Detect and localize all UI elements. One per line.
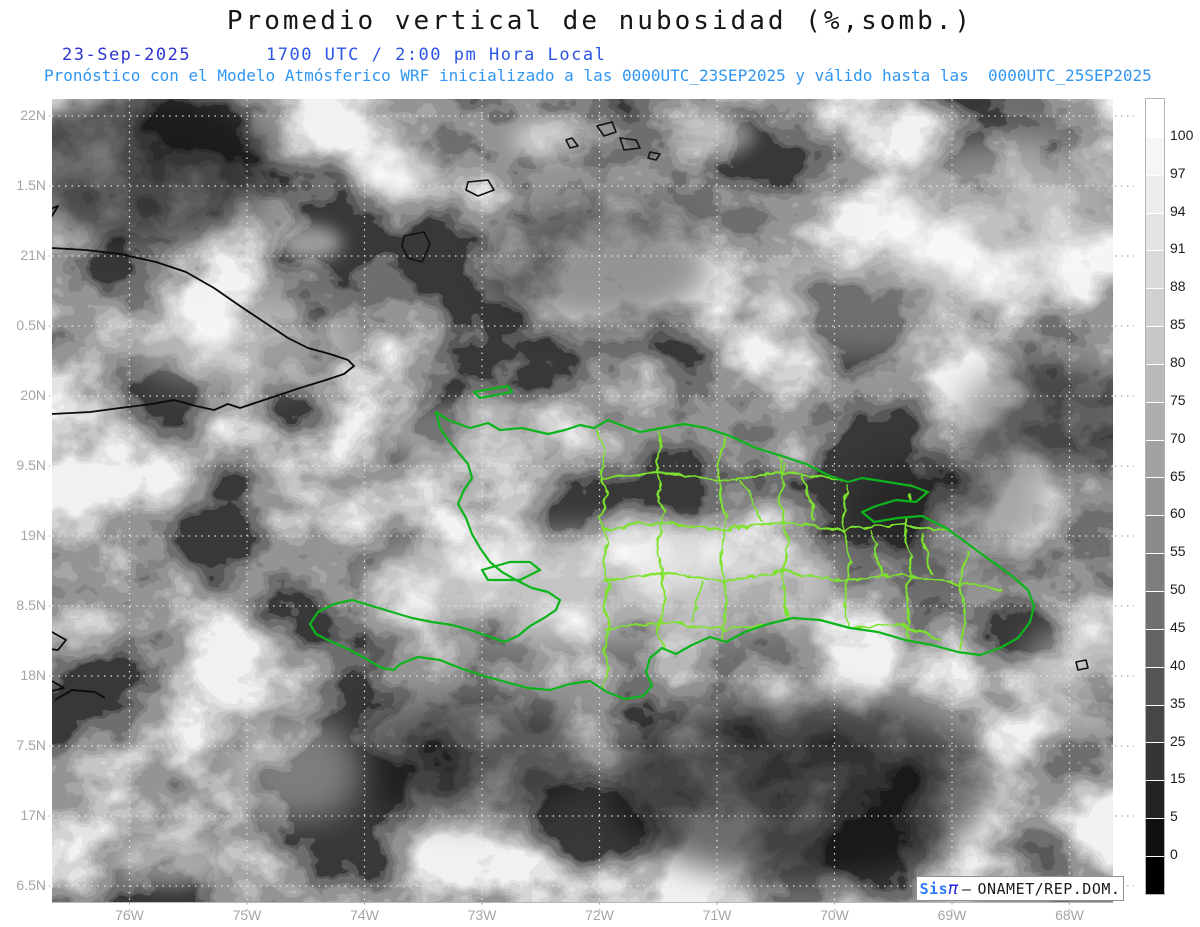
colorbar-segment — [1146, 212, 1164, 251]
lon-tick-label: 73W — [467, 907, 497, 923]
lat-tick-label: 17N — [20, 807, 46, 823]
colorbar-tick-label: 85 — [1170, 316, 1186, 333]
axis-ticks — [37, 115, 1134, 911]
colorbar-tick-label: 70 — [1170, 429, 1186, 446]
colorbar-segment — [1146, 174, 1164, 213]
colorbar-tick-label: 0 — [1170, 846, 1178, 863]
lon-tick-label: 71W — [702, 907, 732, 923]
pi-icon: π — [948, 878, 959, 899]
colorbar-segment — [1146, 780, 1164, 819]
gonave-island-outline — [480, 560, 542, 582]
colorbar-segment — [1146, 855, 1164, 894]
colorbar-tick-label: 40 — [1170, 656, 1186, 673]
colorbar-tick-label: 35 — [1170, 694, 1186, 711]
colorbar-segment — [1146, 401, 1164, 440]
page-title: Promedio vertical de nubosidad (%,somb.) — [226, 6, 974, 36]
colorbar-segment — [1146, 704, 1164, 743]
colorbar-segment — [1146, 590, 1164, 629]
forecast-date: 23-Sep-2025 — [62, 45, 192, 65]
colorbar-tick-label: 91 — [1170, 240, 1186, 257]
jamaica-coastline — [52, 568, 106, 701]
lon-tick-label: 75W — [232, 907, 262, 923]
watermark-dash: – — [961, 879, 972, 898]
lon-tick-label: 70W — [820, 907, 849, 923]
colorbar-tick-label: 55 — [1170, 543, 1186, 560]
hispaniola-coastline — [308, 384, 1036, 701]
tortuga-island-outline — [472, 384, 514, 400]
colorbar-segment — [1146, 363, 1164, 402]
colorbar-segment — [1146, 99, 1164, 137]
colorbar-tick-label: 88 — [1170, 278, 1186, 295]
lat-tick-label: 9.5N — [16, 457, 46, 473]
colorbar-segment — [1146, 250, 1164, 289]
lat-tick-label: 6.5N — [16, 877, 46, 893]
colorbar-segment — [1146, 288, 1164, 327]
colorbar-scale — [1146, 99, 1164, 894]
lat-tick-label: 0.5N — [16, 317, 46, 333]
lat-tick-label: 1.5N — [16, 177, 46, 193]
colorbar-segment — [1146, 515, 1164, 554]
lon-tick-label: 69W — [937, 907, 967, 923]
colorbar-tick-label: 25 — [1170, 732, 1186, 749]
colorbar-segment — [1146, 628, 1164, 667]
colorbar-tick-label: 75 — [1170, 391, 1186, 408]
lon-tick-label: 76W — [115, 907, 144, 923]
lon-tick-label: 68W — [1055, 907, 1084, 923]
lat-tick-label: 7.5N — [16, 737, 46, 753]
lat-tick-label: 22N — [20, 107, 46, 123]
colorbar — [1145, 98, 1165, 895]
lon-tick-label: 72W — [585, 907, 614, 923]
watermark-brand: Sis — [919, 879, 949, 898]
colorbar-segment — [1146, 818, 1164, 856]
colorbar-tick-label: 100 — [1170, 126, 1194, 143]
colorbar-tick-label: 50 — [1170, 581, 1186, 598]
colorbar-tick-label: 15 — [1170, 770, 1186, 787]
lat-tick-label: 21N — [20, 247, 46, 263]
lon-tick-label: 74W — [350, 907, 379, 923]
watermark: Sis π – ONAMET/REP.DOM. — [916, 876, 1124, 901]
lat-tick-label: 20N — [20, 387, 46, 403]
colorbar-tick-label: 65 — [1170, 467, 1186, 484]
colorbar-segment — [1146, 553, 1164, 591]
model-run-caption: Pronóstico con el Modelo Atmósferico WRF… — [44, 66, 1152, 85]
colorbar-tick-label: 45 — [1170, 619, 1186, 635]
colorbar-tick-label: 80 — [1170, 354, 1186, 370]
colorbar-tick-label: 5 — [1170, 808, 1178, 825]
colorbar-tick-label: 60 — [1170, 505, 1186, 522]
lat-tick-label: 8.5N — [16, 597, 46, 613]
colorbar-segment — [1146, 326, 1164, 364]
colorbar-segment — [1146, 666, 1164, 705]
colorbar-tick-label: 97 — [1170, 164, 1186, 181]
forecast-time: 1700 UTC / 2:00 pm Hora Local — [266, 45, 607, 65]
colorbar-segment — [1146, 477, 1164, 516]
small-islands-outlines — [401, 121, 1089, 671]
colorbar-segment — [1146, 136, 1164, 175]
watermark-org: ONAMET/REP.DOM. — [977, 879, 1121, 898]
cuba-coastline — [52, 205, 355, 415]
lat-tick-label: 19N — [20, 527, 46, 543]
colorbar-tick-label: 94 — [1170, 202, 1186, 219]
lat-tick-label: 18N — [20, 667, 46, 683]
colorbar-segment — [1146, 742, 1164, 781]
colorbar-segment — [1146, 439, 1164, 478]
